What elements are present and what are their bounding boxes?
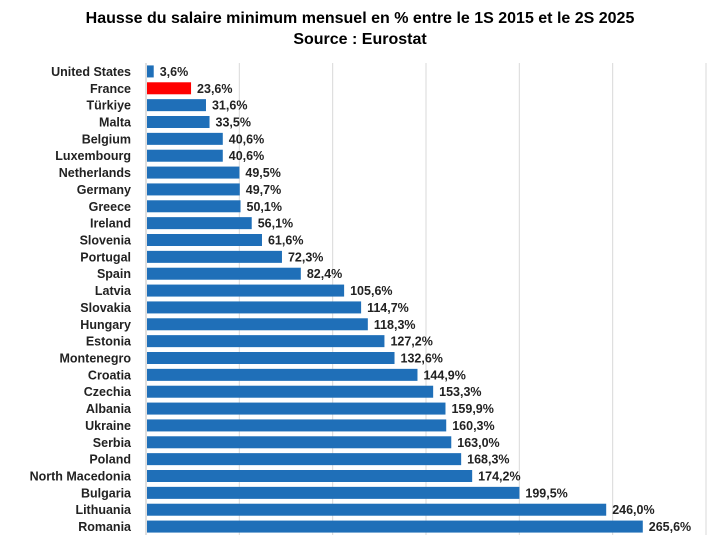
bar-poland (147, 453, 462, 466)
value-label-belgium: 40,6% (229, 132, 264, 146)
bar-malta (147, 116, 210, 128)
category-label-germany: Germany (77, 183, 131, 197)
bar-slovakia (147, 301, 362, 314)
bar-estonia (147, 335, 385, 348)
category-label-bulgaria: Bulgaria (81, 486, 132, 500)
category-label-ukraine: Ukraine (85, 419, 131, 433)
bar-montenegro (147, 352, 395, 364)
value-label-montenegro: 132,6% (401, 352, 443, 366)
bar-bulgaria (147, 486, 520, 499)
value-label-romania: 265,6% (649, 520, 691, 534)
category-label-malta: Malta (99, 116, 132, 130)
category-label-greece: Greece (89, 200, 131, 214)
category-label-lithuania: Lithuania (75, 503, 132, 517)
bar-netherlands (147, 166, 240, 179)
bar-france (147, 82, 192, 95)
category-label-montenegro: Montenegro (59, 352, 131, 366)
value-label-estonia: 127,2% (390, 335, 432, 349)
bar-luxembourg (147, 149, 223, 162)
value-label-north-macedonia: 174,2% (478, 470, 520, 484)
bar-portugal (147, 250, 282, 263)
category-label-spain: Spain (97, 267, 131, 281)
value-label-ireland: 56,1% (258, 217, 293, 231)
bar-greece (147, 200, 241, 213)
bar-croatia (147, 368, 418, 381)
value-label-slovakia: 114,7% (367, 301, 409, 315)
bar-united-states (147, 65, 154, 78)
category-label-luxembourg: Luxembourg (55, 149, 131, 163)
value-label-germany: 49,7% (246, 183, 281, 197)
bar-ireland (147, 217, 252, 230)
value-label-portugal: 72,3% (288, 250, 323, 264)
bar-latvia (147, 284, 345, 297)
category-label-poland: Poland (89, 453, 131, 467)
value-label-netherlands: 49,5% (245, 166, 280, 180)
value-label-czechia: 153,3% (439, 385, 481, 399)
bar-ukraine (147, 419, 447, 432)
category-label-ireland: Ireland (90, 217, 131, 231)
chart-title-block: Hausse du salaire minimum mensuel en % e… (0, 8, 720, 50)
value-label-ukraine: 160,3% (452, 419, 494, 433)
category-label-t-rkiye: Türkiye (87, 99, 132, 113)
value-label-serbia: 163,0% (457, 436, 499, 450)
value-label-slovenia: 61,6% (268, 234, 303, 248)
value-label-croatia: 144,9% (423, 368, 465, 382)
value-label-france: 23,6% (197, 82, 232, 96)
bar-spain (147, 267, 301, 280)
category-label-france: France (90, 82, 131, 96)
category-label-latvia: Latvia (95, 284, 132, 298)
bar-serbia (147, 436, 452, 449)
bar-hungary (147, 318, 368, 331)
bar-romania (147, 520, 643, 533)
category-label-romania: Romania (78, 520, 132, 534)
category-label-portugal: Portugal (80, 250, 131, 264)
category-label-czechia: Czechia (84, 385, 132, 399)
chart-title: Hausse du salaire minimum mensuel en % e… (85, 10, 635, 27)
value-label-spain: 82,4% (307, 267, 342, 281)
bar-czechia (147, 385, 434, 398)
category-label-united-states: United States (51, 65, 131, 79)
category-label-estonia: Estonia (86, 335, 132, 349)
value-label-albania: 159,9% (451, 402, 493, 416)
bar-germany (147, 183, 240, 196)
category-label-albania: Albania (86, 402, 132, 416)
value-label-luxembourg: 40,6% (229, 149, 264, 163)
value-label-united-states: 3,6% (160, 65, 189, 79)
value-label-bulgaria: 199,5% (525, 486, 567, 500)
chart-subtitle: Source : Eurostat (293, 31, 427, 48)
value-label-greece: 50,1% (247, 200, 282, 214)
bar-slovenia (147, 234, 262, 246)
category-label-serbia: Serbia (93, 436, 132, 450)
bar-belgium (147, 132, 223, 145)
category-label-belgium: Belgium (82, 132, 131, 146)
category-label-hungary: Hungary (80, 318, 131, 332)
value-label-latvia: 105,6% (350, 284, 392, 298)
bar-lithuania (147, 503, 607, 516)
category-label-north-macedonia: North Macedonia (30, 470, 132, 484)
bar-t-rkiye (147, 99, 206, 112)
category-label-slovenia: Slovenia (80, 234, 132, 248)
bar-north-macedonia (147, 470, 473, 482)
bar-albania (147, 402, 446, 415)
value-label-malta: 33,5% (216, 116, 251, 130)
value-label-t-rkiye: 31,6% (212, 99, 247, 113)
value-label-poland: 168,3% (467, 453, 509, 467)
value-label-hungary: 118,3% (374, 318, 416, 332)
value-label-lithuania: 246,0% (612, 503, 654, 517)
category-label-netherlands: Netherlands (59, 166, 131, 180)
category-label-croatia: Croatia (88, 368, 132, 382)
category-label-slovakia: Slovakia (80, 301, 132, 315)
